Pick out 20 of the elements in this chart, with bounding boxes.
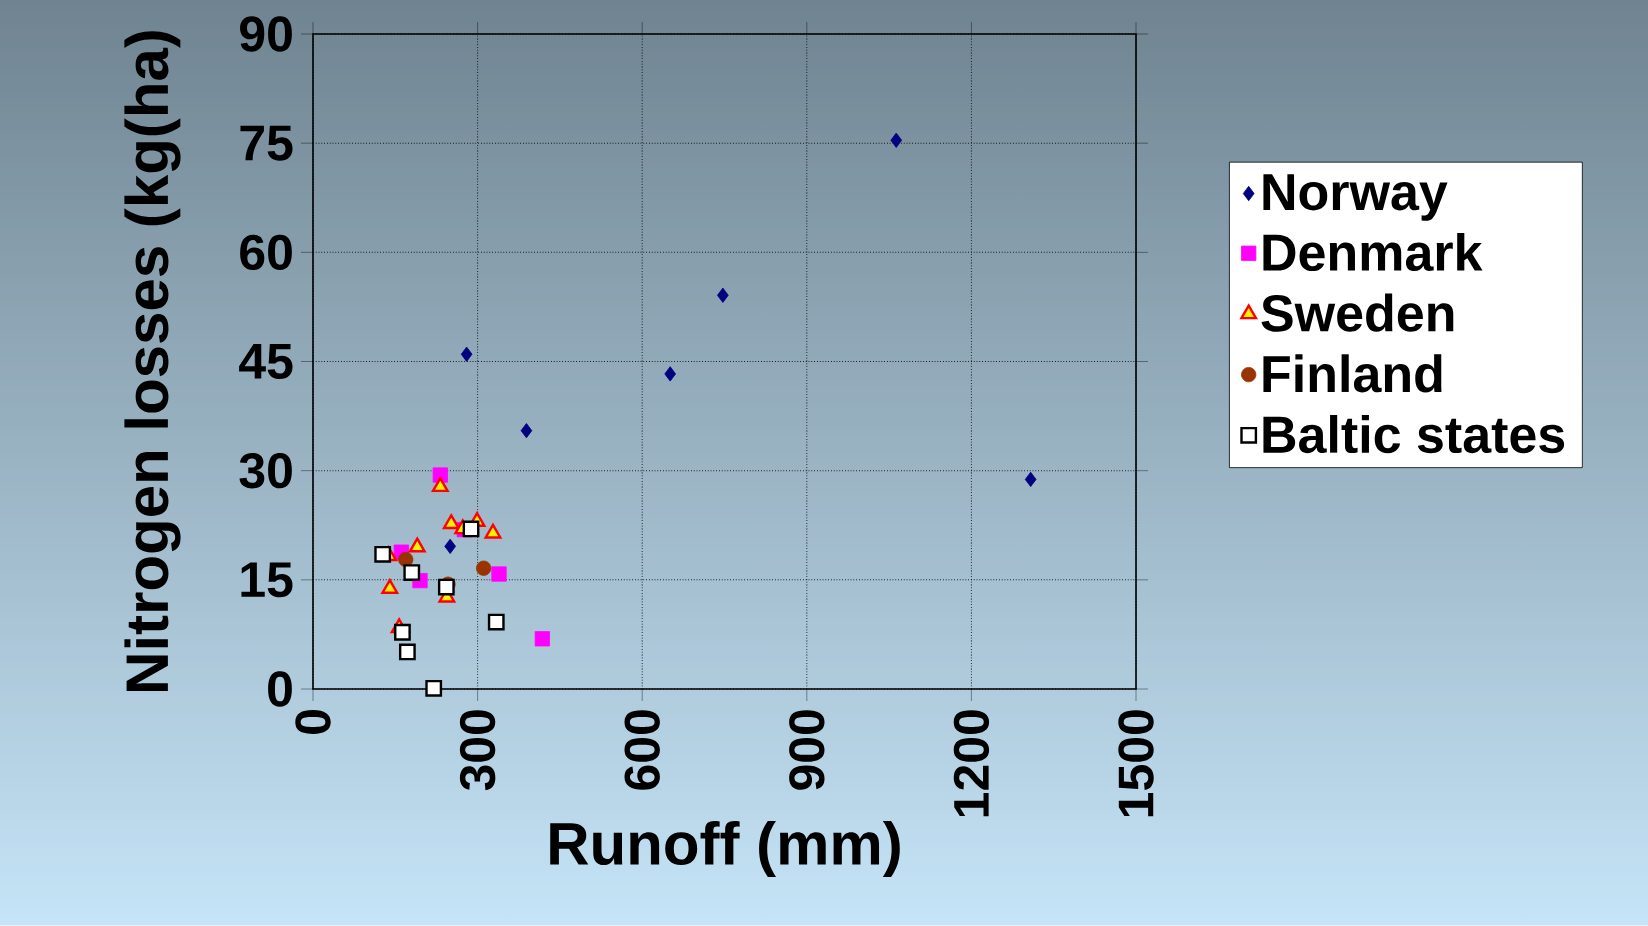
y-tick-label: 45 [239,344,293,379]
x-tick-label: 600 [624,710,660,790]
y-tick-label: 15 [241,562,293,598]
y-tick-label: 90 [240,16,292,52]
y-tick-label: 60 [240,234,292,271]
y-tick-label: 0 [268,671,292,707]
y-tick-label: 30 [239,452,292,489]
y-axis-title: Nitrogen losses (kg(ha) [124,31,181,691]
x-tick-label: 1500 [1118,710,1154,817]
x-axis-title: Runoff (mm) [550,821,900,877]
legend-label: Finland [1263,354,1442,393]
x-tick-label: 900 [789,710,825,790]
x-tick-label: 300 [459,710,496,791]
legend-label: Baltic states [1263,414,1565,454]
legend-label: Denmark [1263,232,1483,272]
y-tick-label: 75 [240,125,293,161]
x-tick-label: 1200 [953,710,990,817]
x-tick-label: 0 [295,710,331,734]
legend-label: Norway [1263,174,1448,221]
legend-label: Sweden [1261,293,1454,332]
